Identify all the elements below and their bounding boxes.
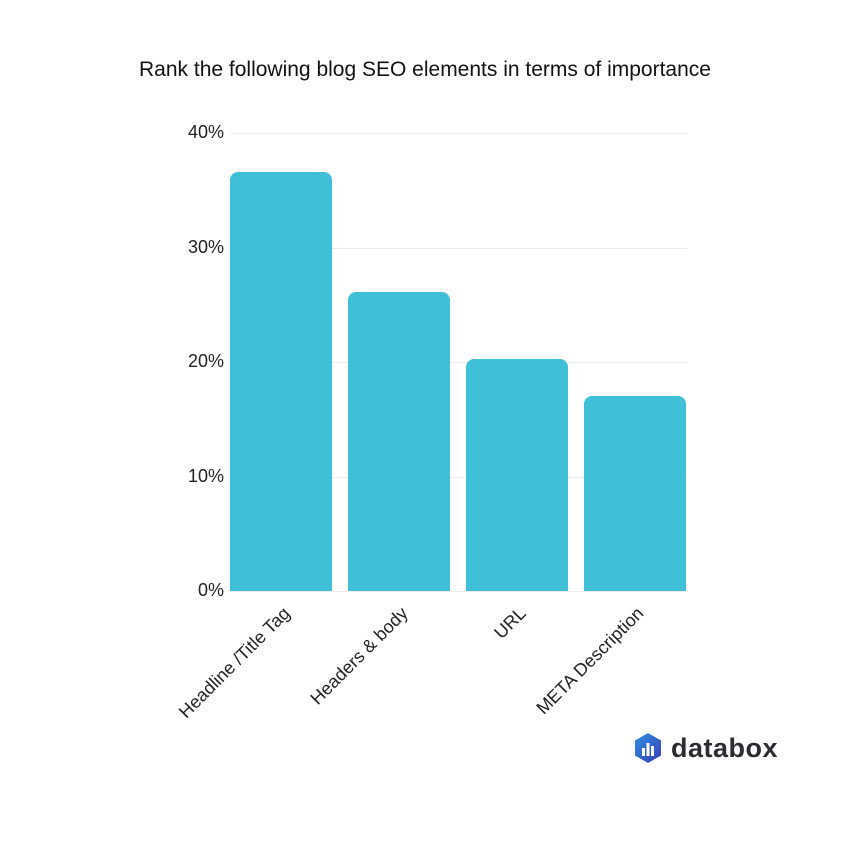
gridline [230,247,687,249]
gridline [230,362,687,363]
gridline [230,133,687,134]
bar [230,171,332,591]
y-tick-label: 10% [187,465,224,486]
x-tick-label: Headers & body [306,603,412,709]
x-tick-label: Headline /Title Tag [174,603,294,722]
bar [584,396,686,591]
x-tick-label: META Description [532,603,648,719]
bar [466,358,568,591]
x-tick-label: URL [490,603,530,643]
y-tick-label: 30% [187,236,224,257]
chart-title: Rank the following blog SEO elements in … [139,58,711,81]
databox-logo: databox [633,732,778,764]
y-tick-label: 20% [187,351,224,371]
gridline [230,476,687,478]
databox-logo-icon [635,733,661,763]
bar [348,292,450,591]
y-tick-label: 0% [197,580,224,600]
y-tick-label: 40% [187,122,224,142]
gridline [230,591,687,592]
brand-name: databox [671,732,779,763]
